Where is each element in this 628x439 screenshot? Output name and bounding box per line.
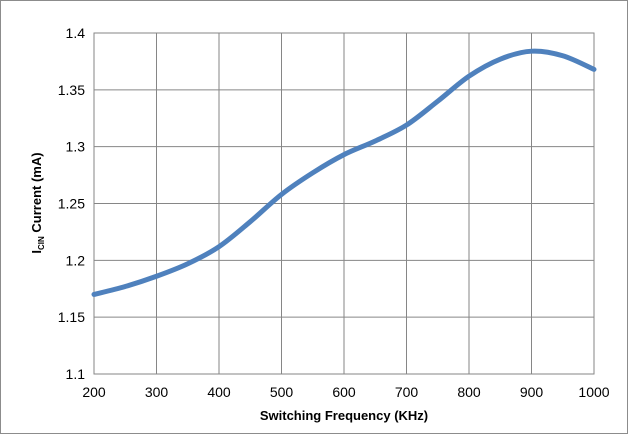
series-layer [91,48,597,297]
x-tick-label: 700 [395,384,419,400]
grid [93,32,595,375]
y-tick-label: 1.35 [58,82,85,98]
y-axis-ticks: 1.1 1.15 1.2 1.25 1.3 1.35 1.4 [58,25,85,382]
y-tick-label: 1.3 [66,139,86,155]
y-tick-label: 1.2 [66,252,86,268]
x-tick-label: 500 [270,384,294,400]
y-tick-label: 1.15 [58,309,85,325]
y-axis-title: ICIN Current (mA) [29,152,46,253]
y-tick-label: 1.1 [66,366,86,382]
x-tick-label: 300 [145,384,169,400]
plot-area-border [93,32,595,375]
y-axis-title-suffix: Current (mA) [29,152,44,236]
y-tick-label: 1.4 [66,25,86,41]
y-axis-title-prefix: I [29,250,44,254]
x-tick-label: 1000 [578,384,609,400]
x-tick-label: 400 [207,384,231,400]
x-tick-label: 800 [457,384,481,400]
x-tick-label: 200 [82,384,106,400]
x-axis-title: Switching Frequency (KHz) [260,408,428,423]
series-line [91,48,597,297]
x-axis-ticks: 200 300 400 500 600 700 800 900 1000 [82,384,609,400]
y-axis-title-subscript: CIN [37,236,46,250]
x-tick-label: 900 [520,384,544,400]
x-tick-label: 600 [332,384,356,400]
y-tick-label: 1.25 [58,196,85,212]
